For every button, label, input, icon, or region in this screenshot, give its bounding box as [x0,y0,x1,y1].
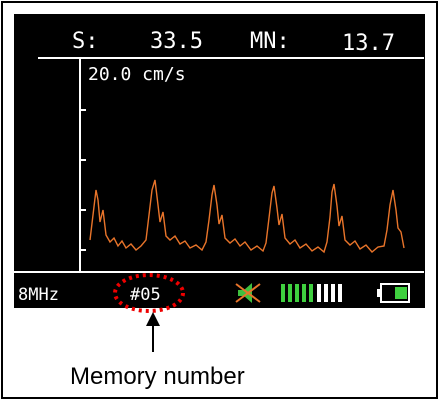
memory-number: #05 [130,285,161,305]
figure: S: 33.5 MN: 13.7 20.0 cm/s 8MHz #05 Mem [0,0,440,401]
annotation: Memory number [70,363,245,390]
mn-value: 13.7 [342,31,395,56]
s-label: S: [72,29,99,54]
frequency: 8MHz [18,285,59,305]
mn-label: MN: [250,29,290,54]
signal-bars [281,284,342,302]
s-value: 33.5 [150,29,203,54]
scale-label: 20.0 cm/s [88,64,186,85]
